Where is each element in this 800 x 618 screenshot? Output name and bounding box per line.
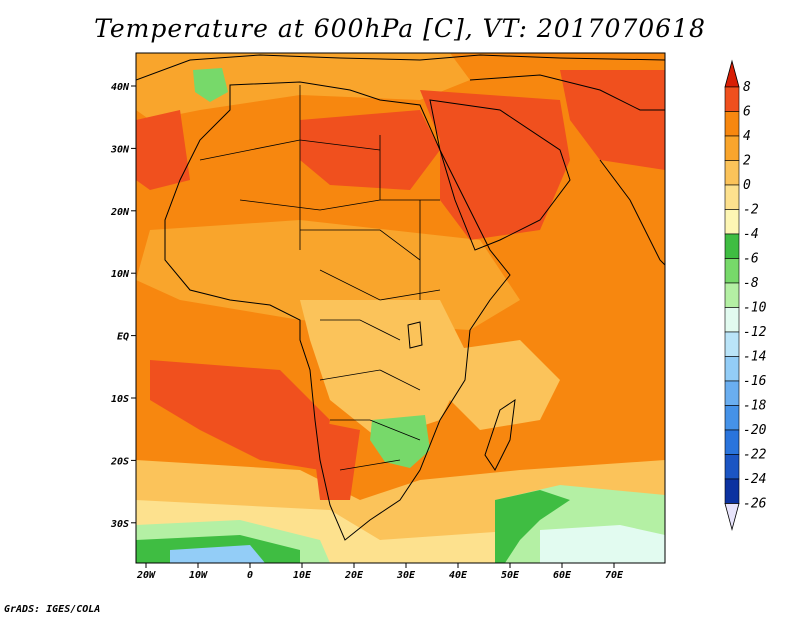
- credit-label: GrADS: IGES/COLA: [4, 604, 101, 615]
- colorbar-label: -16: [743, 374, 767, 389]
- colorbar-bin: [724, 429, 740, 455]
- colorbar-label: -22: [743, 448, 767, 463]
- coastlines: [136, 54, 665, 541]
- colorbar-bin: [724, 380, 740, 406]
- colorbar-label: -24: [743, 472, 766, 487]
- colorbar-bin: [724, 258, 740, 284]
- field-region-zimbabwe-cold: [370, 415, 430, 468]
- colorbar-bin: [724, 160, 740, 186]
- lat-tick-label: 10N: [111, 269, 130, 280]
- lon-tick-label: 70E: [605, 570, 624, 581]
- field-region-southeast-cold-core: [495, 490, 570, 563]
- colorbar-bin: [724, 86, 740, 112]
- lon-tick-label: 10W: [189, 570, 208, 581]
- madagascar-coastline: [484, 398, 516, 471]
- colorbar-bin: [724, 405, 740, 431]
- colorbar-label: -10: [743, 301, 767, 316]
- colorbar-bin: [724, 356, 740, 382]
- colorbar-label: 2: [743, 154, 751, 169]
- india-coastline: [599, 159, 665, 266]
- colorbar-label: 8: [743, 80, 751, 95]
- lon-tick-label: 30E: [396, 570, 416, 581]
- map-title: Temperature at 600hPa [C], VT: 201707061…: [94, 14, 706, 43]
- lon-tick-label: 40E: [449, 570, 468, 581]
- colorbar-label: -26: [743, 497, 767, 512]
- colorbar-label: -14: [743, 350, 766, 365]
- field-region-iran-hot: [560, 70, 665, 170]
- colorbar-bin: [724, 331, 740, 357]
- lake-victoria: [407, 321, 423, 349]
- colorbar-bin: [724, 184, 740, 210]
- colorbar-label: 6: [743, 105, 751, 120]
- latitude-axis: 40N 30N 20N 10N EQ 10S 20S 30S: [110, 82, 136, 530]
- field-region-namibia-hot: [310, 420, 360, 500]
- lat-tick-label: 20S: [110, 456, 129, 467]
- colorbar-bin: [724, 454, 740, 480]
- field-region-atlantic-hot: [150, 360, 330, 470]
- colorbar-bin: [724, 135, 740, 161]
- lon-tick-label: 10E: [293, 570, 312, 581]
- africa-coastline: [164, 81, 511, 541]
- lon-tick-label: 20E: [344, 570, 364, 581]
- colorbar-bin: [724, 282, 740, 308]
- lat-tick-label: 10S: [111, 394, 129, 405]
- colorbar-bin: [724, 111, 740, 137]
- field-region-eastocean-light: [450, 340, 560, 430]
- lon-tick-label: 50E: [501, 570, 520, 581]
- field-region-atlas-cold: [193, 68, 228, 102]
- lat-tick-label: 20N: [110, 207, 130, 218]
- temperature-field: [136, 53, 665, 563]
- lon-tick-label: 20W: [136, 570, 156, 581]
- colorbar-label: -6: [743, 252, 759, 267]
- lat-tick-label: 30S: [110, 519, 129, 530]
- field-region-west-hot: [136, 110, 190, 190]
- arabia-coastline: [429, 99, 571, 251]
- lat-tick-label: 30N: [110, 144, 130, 155]
- lat-tick-label: EQ: [117, 332, 129, 343]
- colorbar-bottom-arrow: [724, 503, 740, 532]
- colorbar-bin: [724, 209, 740, 235]
- colorbar-label: -18: [743, 399, 767, 414]
- colorbar-top-arrow: [724, 59, 740, 88]
- colorbar-label: -20: [743, 423, 767, 438]
- colorbar-bin: [724, 307, 740, 333]
- colorbar-label: -4: [743, 227, 759, 242]
- lon-tick-label: 60E: [553, 570, 572, 581]
- border-lines: [199, 85, 441, 471]
- colorbar-label: -8: [743, 276, 759, 291]
- field-region-arabia-hot: [420, 90, 570, 240]
- colorbar-bin: [724, 233, 740, 259]
- colorbar-label: 0: [743, 178, 751, 193]
- longitude-axis: 20W 10W 0 10E 20E 30E 40E 50E 60E 70E: [136, 563, 624, 581]
- map-frame: [135, 52, 666, 564]
- lat-tick-label: 40N: [111, 82, 130, 93]
- field-region-southeast-cold-pale: [540, 525, 665, 563]
- field-region-sahara-hot: [300, 110, 440, 190]
- lon-tick-label: 0: [247, 570, 253, 581]
- colorbar-label: -2: [743, 203, 759, 218]
- iran-coastline: [469, 74, 665, 111]
- colorbar: 8 6 4 2 0 -2 -4 -6 -8 -10 -12 -14 -16 -18 -20 -22 -24 -26: [724, 59, 767, 532]
- field-region-central-light: [300, 300, 470, 440]
- colorbar-bin: [724, 478, 740, 504]
- colorbar-label: -12: [743, 325, 767, 340]
- colorbar-label: 4: [743, 129, 751, 144]
- field-region-south-cold-blue: [170, 545, 265, 563]
- europe-coastline: [136, 54, 665, 81]
